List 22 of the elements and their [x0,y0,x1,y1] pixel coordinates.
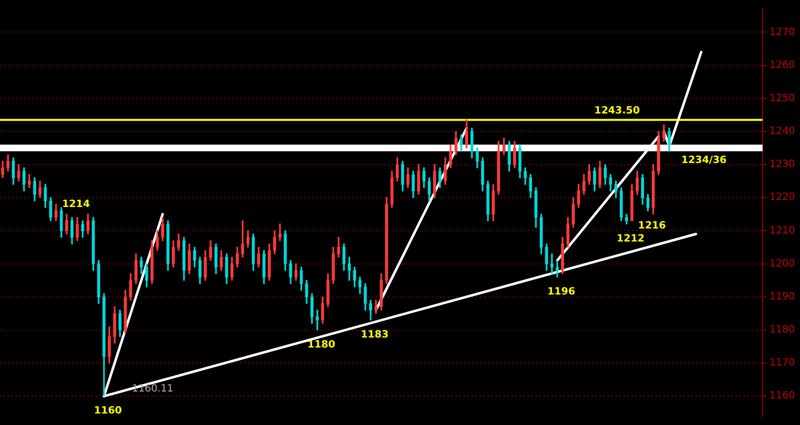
annotation: 1160 [94,406,122,417]
y-tick-label: 1160 [770,390,796,402]
band-label: 1234/36 [681,154,727,166]
y-tick-label: 1170 [770,358,796,369]
annotation: 1180 [307,340,336,351]
y-tick-label: 1270 [770,26,796,38]
ref-line-label: 1243.50 [594,105,640,116]
y-tick-label: 1240 [770,126,796,138]
y-tick-label: 1250 [770,92,796,104]
annotation: 1212 [616,234,645,245]
annotation: 1160.11 [132,383,174,394]
annotation: 1183 [360,330,389,341]
y-tick-label: 1200 [770,258,796,270]
y-tick-label: 1260 [770,60,796,71]
y-tick-label: 1210 [770,225,796,236]
annotation: 1214 [62,199,90,210]
annotation: 1216 [638,220,666,232]
y-tick-label: 1180 [770,324,796,336]
y-tick-label: 1220 [770,192,796,204]
y-tick-label: 1190 [770,291,796,302]
annotation: 1196 [547,286,576,298]
y-tick-label: 1230 [770,159,796,170]
